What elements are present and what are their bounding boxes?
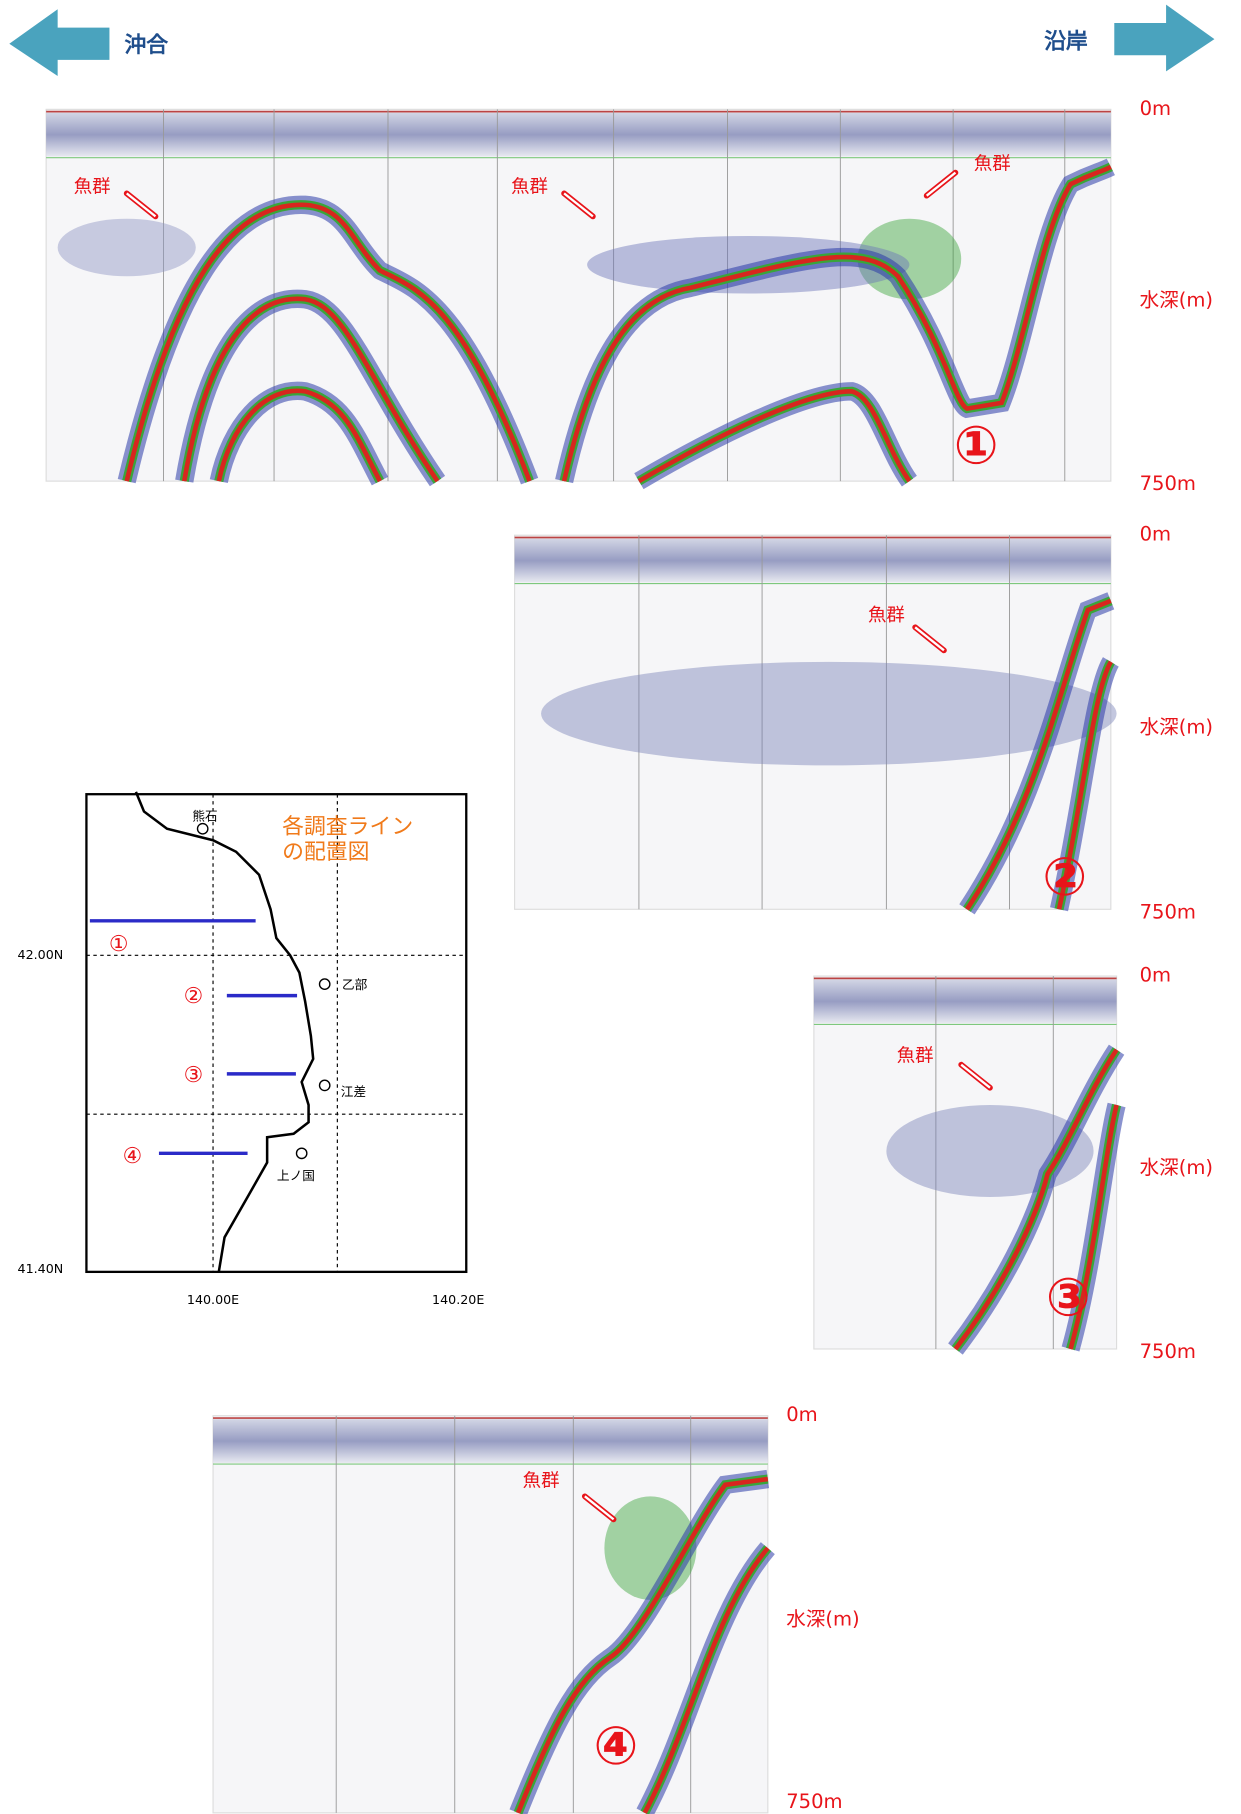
depth-axis: 水深(m) [1140, 288, 1213, 311]
depth-top: 0m [786, 1403, 817, 1426]
echogram: 魚群 ④ 0m 水深(m) 750m [213, 1403, 860, 1813]
map-frame [86, 794, 466, 1272]
fish-label: 魚群 [868, 605, 905, 626]
fish-label: 魚群 [511, 177, 548, 198]
surface-band [814, 980, 1117, 1024]
fish-label: 魚群 [523, 1470, 560, 1491]
depth-bottom: 750m [1140, 1340, 1196, 1363]
place-label: 江差 [341, 1084, 366, 1099]
place-label: 乙部 [342, 977, 368, 992]
depth-axis: 水深(m) [786, 1608, 859, 1631]
lon-label: 140.20E [432, 1292, 484, 1307]
page: {"header": {"offshore": "沖合", "coast": "… [0, 0, 1241, 1814]
echogram: 魚群 ② 0m 水深(m) 750m [515, 523, 1213, 924]
depth-axis: 水深(m) [1140, 716, 1213, 739]
depth-top: 0m [1140, 964, 1171, 987]
panel-number: ① [954, 416, 999, 477]
lat-label: 41.40N [18, 1261, 64, 1276]
fish-label: 魚群 [74, 177, 111, 198]
panel-number: ② [1042, 847, 1087, 908]
line-label: ③ [184, 1063, 204, 1088]
place-label: 熊石 [192, 809, 217, 824]
surface-band [46, 113, 1111, 157]
offshore-arrow [9, 9, 109, 76]
survey-map: 熊石 乙部 江差 上ノ国 各調査ライン の配置図 42.00N 41.40N 1… [18, 792, 485, 1307]
depth-top: 0m [1140, 523, 1171, 546]
place-label: 上ノ国 [277, 1168, 315, 1183]
coast-label: 沿岸 [1044, 30, 1088, 55]
echogram: 魚群魚群魚群①0m水深(m)750m [46, 97, 1213, 495]
fish-label: 魚群 [974, 154, 1011, 175]
depth-bottom: 750m [1140, 900, 1196, 923]
offshore-label: 沖合 [124, 33, 168, 58]
depth-bottom: 750m [786, 1790, 842, 1813]
depth-axis: 水深(m) [1140, 1156, 1213, 1179]
line-label: ② [184, 984, 204, 1009]
line-label: ① [109, 932, 129, 957]
map-title: の配置図 [282, 840, 369, 865]
fish-school [58, 219, 196, 277]
surface-band [213, 1419, 768, 1463]
fish-school [541, 662, 1117, 766]
coast-arrow [1114, 5, 1214, 72]
lon-label: 140.00E [187, 1292, 239, 1307]
line-label: ④ [123, 1144, 143, 1169]
panel-number: ④ [593, 1716, 638, 1777]
surface-band [515, 539, 1111, 583]
depth-top: 0m [1140, 97, 1171, 120]
map-title: 各調査ライン [282, 815, 413, 840]
echogram: 魚群 ③ 0m 水深(m) 750m [814, 964, 1213, 1363]
panel-number: ③ [1046, 1267, 1091, 1328]
depth-bottom: 750m [1140, 472, 1196, 495]
figure: 沖合 沿岸 魚群魚群魚群①0m水深(m)750m魚群②0m水深(m)750m魚群… [0, 0, 1241, 1814]
lat-label: 42.00N [18, 947, 64, 962]
fish-label: 魚群 [897, 1046, 934, 1067]
echogram-background [213, 1416, 768, 1813]
